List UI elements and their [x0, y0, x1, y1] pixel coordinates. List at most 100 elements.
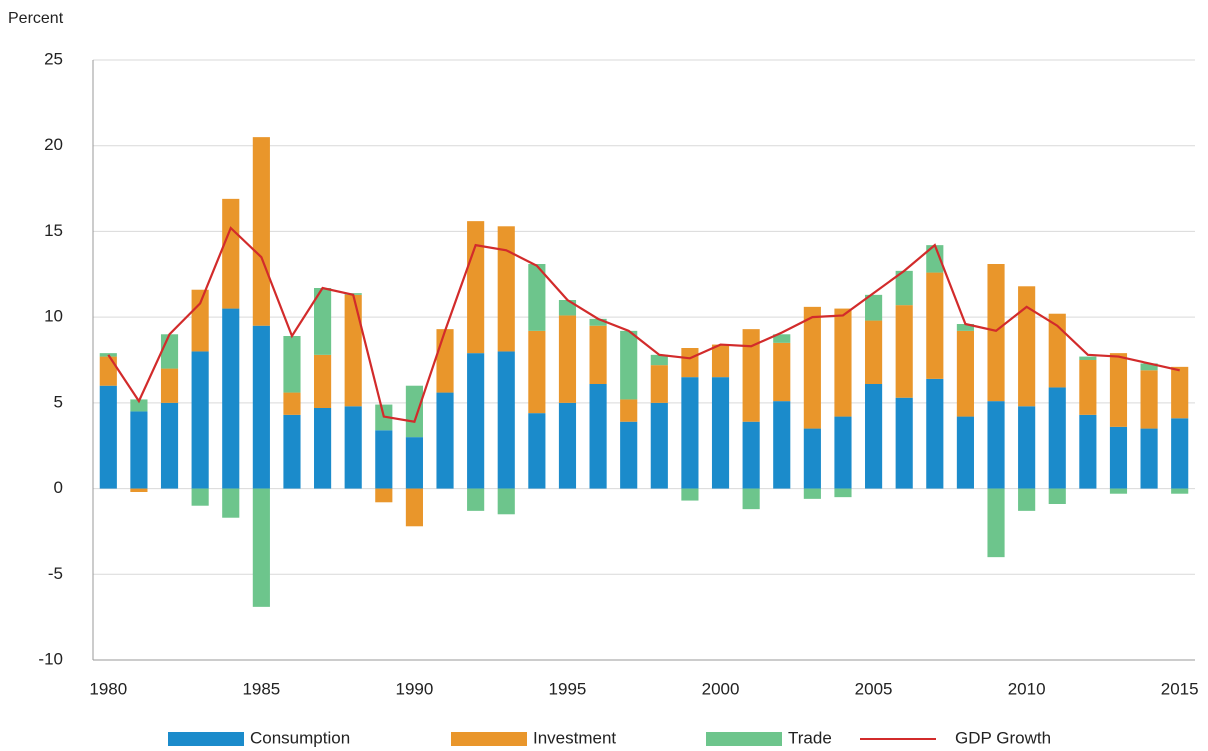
bar — [1048, 313, 1066, 388]
bar — [742, 488, 760, 510]
bar — [620, 421, 638, 489]
bar — [558, 300, 577, 316]
bar — [1171, 488, 1189, 494]
bar — [1171, 418, 1189, 489]
bar — [558, 315, 577, 403]
bar — [191, 289, 209, 352]
bar — [834, 416, 852, 489]
bar — [1079, 414, 1097, 489]
bar — [987, 488, 1005, 558]
legend-label: Consumption — [250, 728, 350, 747]
bar — [130, 411, 148, 489]
bar — [344, 294, 362, 407]
bar — [681, 488, 699, 501]
legend-label: GDP Growth — [955, 728, 1051, 747]
bar — [865, 320, 883, 384]
bar — [1140, 428, 1158, 489]
y-tick-label: 0 — [54, 478, 63, 497]
bar — [742, 421, 760, 489]
bar — [375, 488, 393, 503]
bar — [1079, 360, 1097, 415]
bar — [436, 329, 454, 393]
bar — [1109, 426, 1128, 489]
bar — [99, 356, 117, 386]
bar — [375, 430, 393, 489]
x-tick-label: 2010 — [1008, 679, 1046, 698]
y-tick-label: 20 — [44, 135, 63, 154]
bar — [895, 305, 913, 398]
x-tick-label: 2000 — [702, 679, 740, 698]
bar — [283, 336, 301, 393]
bar — [222, 198, 240, 309]
bar — [467, 221, 485, 354]
y-tick-label: -10 — [38, 649, 63, 668]
bar — [130, 488, 148, 492]
gdp-line — [107, 226, 1180, 423]
bar — [314, 408, 332, 489]
bar — [405, 488, 423, 527]
bar — [283, 392, 301, 415]
x-tick-label: 1985 — [242, 679, 280, 698]
y-tick-label: 25 — [44, 49, 63, 68]
bar — [99, 385, 117, 489]
bar — [1171, 366, 1189, 419]
bar — [620, 330, 638, 400]
bar — [926, 245, 944, 273]
legend-swatch — [168, 732, 244, 746]
bar — [191, 351, 209, 489]
bar — [803, 488, 821, 499]
bar — [405, 437, 423, 489]
bar — [528, 330, 546, 414]
bar — [528, 413, 546, 489]
bar — [620, 399, 638, 422]
bar — [252, 488, 270, 607]
bar — [742, 329, 760, 422]
legend-swatch — [451, 732, 527, 746]
x-tick-label: 2015 — [1161, 679, 1199, 698]
y-tick-label: 5 — [54, 392, 63, 411]
bar — [589, 384, 607, 489]
bar — [1079, 356, 1097, 360]
bar — [834, 308, 852, 417]
bar — [773, 401, 791, 489]
bar — [497, 488, 515, 515]
bar — [681, 348, 699, 378]
bar — [956, 324, 974, 331]
bar — [773, 342, 791, 402]
bar — [497, 226, 515, 352]
bar — [834, 488, 852, 498]
bar — [650, 354, 668, 366]
bar — [926, 378, 944, 489]
bar — [803, 306, 821, 429]
bar — [1109, 488, 1128, 494]
y-axis-label: Percent — [8, 10, 64, 27]
x-tick-label: 2005 — [855, 679, 893, 698]
bar — [222, 488, 240, 518]
bar — [589, 318, 607, 326]
bar — [191, 488, 209, 506]
bar — [865, 384, 883, 489]
bar — [711, 344, 730, 378]
bar — [895, 270, 913, 306]
bar — [1109, 353, 1128, 427]
bar — [160, 334, 179, 369]
bar — [160, 368, 179, 403]
bar — [252, 325, 270, 489]
bar — [344, 406, 362, 489]
bar — [130, 399, 148, 412]
bar — [528, 264, 546, 331]
bar — [1140, 363, 1158, 371]
bar — [467, 488, 485, 511]
bar — [956, 416, 974, 489]
bar — [222, 308, 240, 489]
bar — [497, 351, 515, 489]
bar — [987, 264, 1005, 402]
bar — [956, 330, 974, 417]
bar — [650, 365, 668, 403]
y-tick-label: 15 — [44, 221, 63, 240]
bar — [681, 377, 699, 489]
legend-label: Trade — [788, 728, 832, 747]
bar — [803, 428, 821, 489]
bar — [405, 385, 423, 438]
